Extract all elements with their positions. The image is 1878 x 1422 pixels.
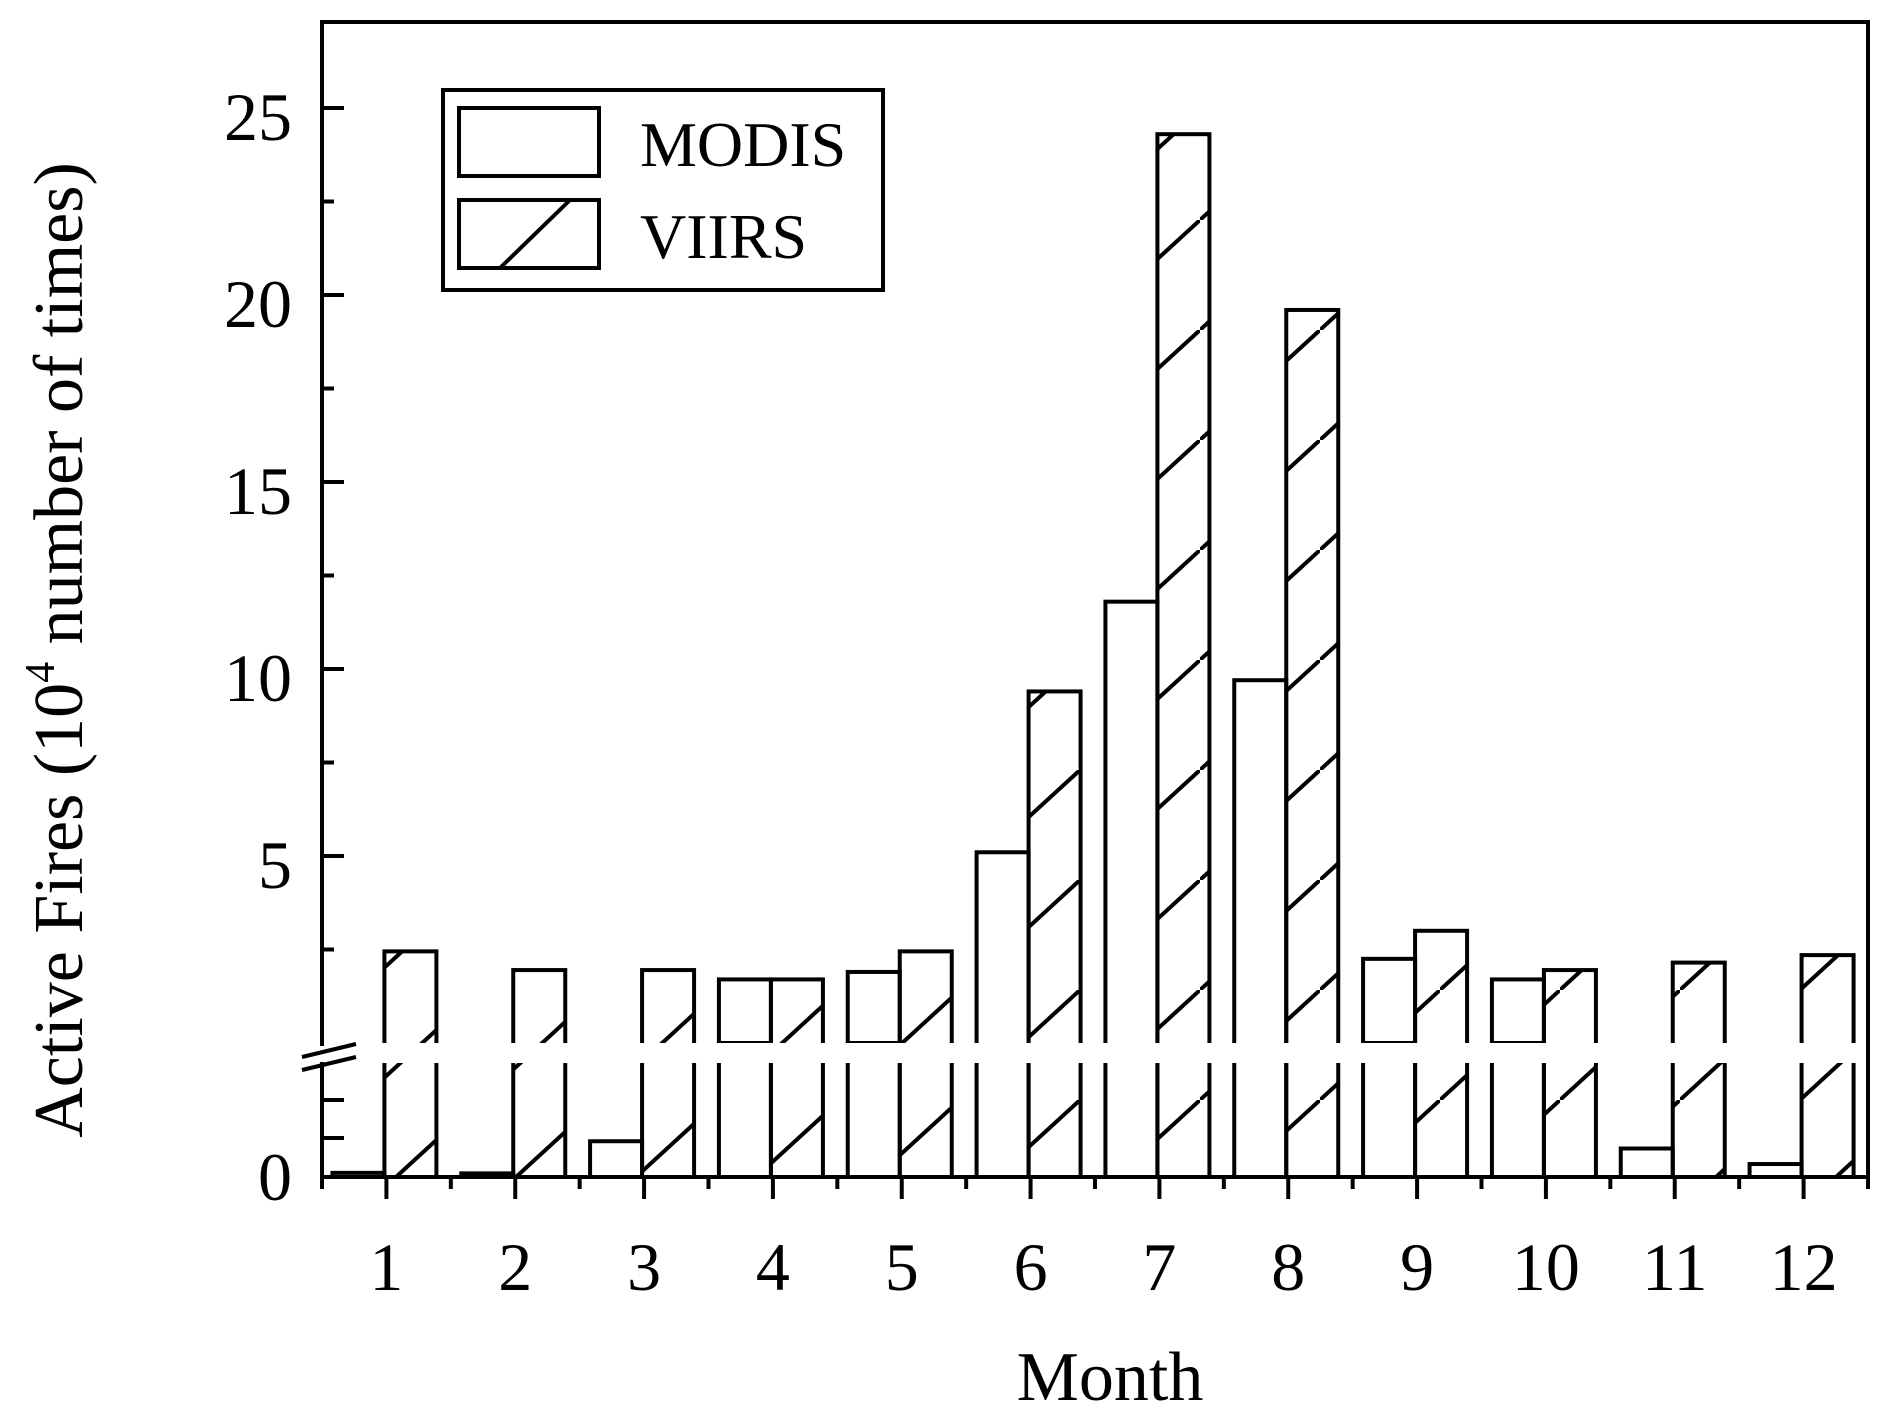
y-axis-title-suffix: number of times) [21, 162, 98, 662]
modis-bar [716, 1042, 773, 1179]
modis-bar [1232, 678, 1289, 1179]
y-axis-title-superscript: 4 [18, 662, 64, 683]
bars-group [324, 132, 1866, 1180]
modis-bar-upper [716, 977, 773, 1045]
x-tick-label: 3 [627, 1229, 661, 1305]
modis-bar [845, 1042, 902, 1179]
x-tick-label: 12 [1770, 1229, 1838, 1305]
y-axis-title: Active Fires (104 number of times) [18, 162, 98, 1138]
x-tick-label: 9 [1400, 1229, 1434, 1305]
modis-bar [1361, 1042, 1418, 1179]
viirs-bar [1155, 132, 1212, 1179]
y-tick-label-15: 15 [224, 453, 292, 529]
x-tick-label: 8 [1271, 1229, 1305, 1305]
viirs-bar [640, 968, 697, 1179]
x-tick-label: 10 [1512, 1229, 1580, 1305]
y-tick-label-5: 5 [258, 827, 292, 903]
x-tick-label: 7 [1142, 1229, 1176, 1305]
x-tick-label: 11 [1642, 1229, 1707, 1305]
modis-bar [974, 850, 1031, 1179]
modis-bar [1489, 1042, 1546, 1179]
y-tick-label-10: 10 [224, 640, 292, 716]
legend-swatch-viirs-hatch [498, 198, 572, 270]
x-tick-label: 4 [756, 1229, 790, 1305]
y-tick-labels: 25 20 15 10 5 0 [224, 79, 292, 1215]
viirs-bar [897, 949, 954, 1179]
viirs-bar [1799, 953, 1856, 1179]
viirs-bar [511, 968, 568, 1179]
x-tick-label: 2 [498, 1229, 532, 1305]
legend-swatch-modis [457, 106, 601, 178]
y-tick-label-25: 25 [224, 79, 292, 155]
modis-bar-upper [1489, 977, 1546, 1045]
legend-swatch-viirs [457, 198, 601, 270]
axis-break-mark [300, 1042, 360, 1072]
modis-bar-upper [845, 969, 902, 1045]
axis-break-gap [324, 1043, 1866, 1063]
modis-bar [1103, 599, 1160, 1179]
x-axis-title: Month [1017, 1339, 1204, 1416]
y-axis-ticks [322, 106, 344, 1140]
viirs-bar [382, 949, 439, 1179]
y-tick-label-20: 20 [224, 266, 292, 342]
legend-label-modis: MODIS [640, 109, 846, 180]
viirs-bar [1541, 968, 1598, 1179]
x-axis-ticks [320, 1177, 1870, 1199]
modis-bar [1618, 1146, 1675, 1179]
y-tick-label-0: 0 [258, 1139, 292, 1215]
viirs-bar [1670, 960, 1727, 1180]
viirs-bar [768, 977, 825, 1179]
x-tick-label: 6 [1014, 1229, 1048, 1305]
viirs-bar [1026, 689, 1083, 1179]
legend-label-viirs: VIIRS [640, 201, 807, 272]
modis-bar [588, 1139, 645, 1180]
x-tick-label: 5 [885, 1229, 919, 1305]
x-tick-label: 1 [369, 1229, 403, 1305]
modis-bar-upper [1361, 956, 1418, 1045]
y-axis-title-prefix: Active Fires (10 [21, 683, 98, 1138]
x-tick-labels: 1 2 3 4 5 6 7 8 9 10 11 12 [369, 1229, 1837, 1305]
legend: MODIS VIIRS [441, 88, 885, 292]
